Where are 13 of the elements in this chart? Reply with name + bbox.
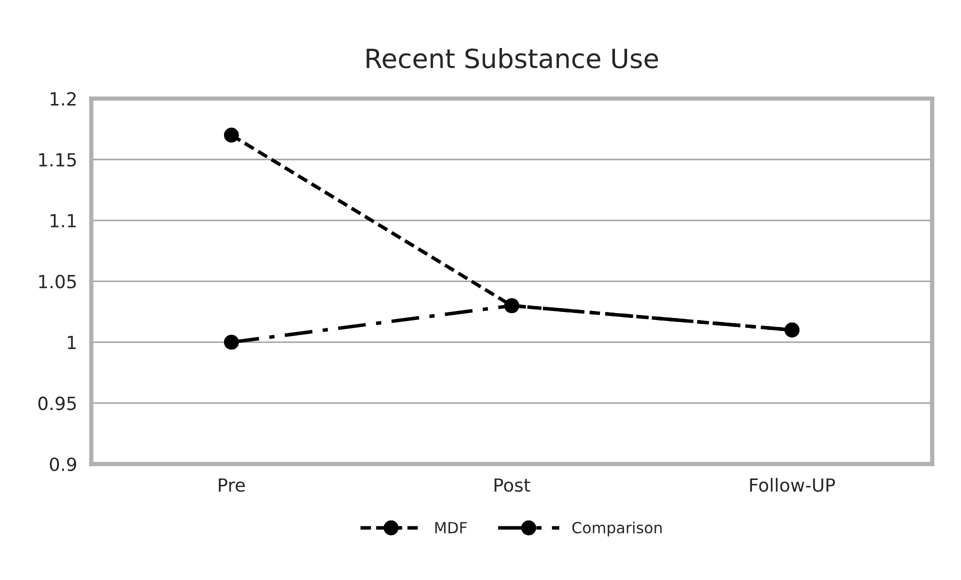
y-tick-label: 0.95 [38, 396, 76, 410]
y-tick-label: 1.15 [39, 153, 76, 167]
y-tick-label: 1.05 [39, 274, 76, 288]
y-tick-label: 1.2 [50, 92, 76, 106]
x-tick-label: Follow-UP [750, 478, 836, 492]
legend-label: MDF [435, 522, 467, 534]
y-tick-label: 0.9 [50, 457, 76, 472]
y-tick-label: 1 [68, 336, 76, 350]
chart-title: Recent Substance Use [366, 48, 658, 68]
x-tick-label: Post [494, 478, 530, 492]
legend-label: Comparison [572, 522, 662, 536]
y-tick-label: 1.1 [50, 214, 76, 228]
x-tick-label: Pre [218, 478, 245, 492]
